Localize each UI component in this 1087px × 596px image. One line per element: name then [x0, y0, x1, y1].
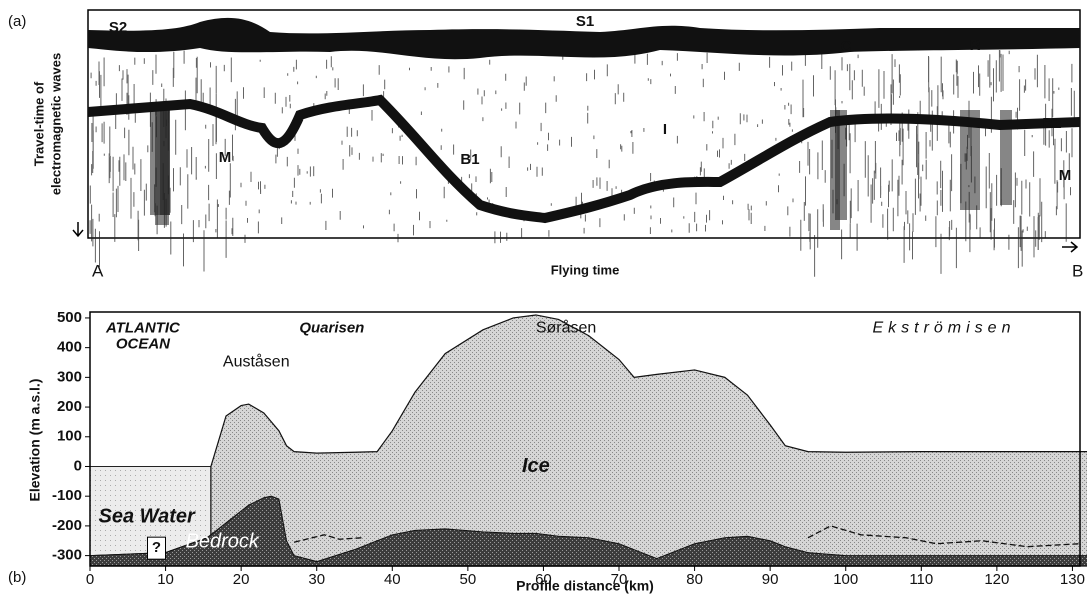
dashed-line	[293, 534, 363, 543]
x-tick-label: 20	[233, 571, 250, 588]
x-tick-label: 70	[611, 571, 628, 588]
y-tick-label: -300	[52, 547, 82, 564]
radar-streak	[160, 110, 170, 215]
radar-annotation: B1	[460, 151, 479, 168]
radar-streak	[835, 110, 847, 220]
flight-arrow	[1062, 241, 1079, 253]
region-label: Auståsen	[223, 353, 290, 371]
x-tick-label: 110	[909, 571, 933, 588]
profile-end: B	[1072, 261, 1083, 280]
question-box	[147, 536, 167, 560]
x-tick-label: 10	[157, 571, 174, 588]
region-label: ?	[152, 539, 161, 556]
y-tick-label: -100	[52, 487, 82, 504]
surface-reflector	[88, 17, 1080, 60]
y-tick-label: -200	[52, 517, 82, 534]
time-arrow	[72, 222, 84, 238]
y-axis-label: Travel-time of	[31, 81, 46, 166]
radar-noise	[89, 50, 1075, 277]
region-label: ATLANTIC	[105, 319, 181, 336]
y-tick-label: 0	[74, 457, 82, 474]
ice-area	[210, 314, 1087, 567]
bedrock-area	[89, 495, 1087, 567]
x-tick-label: 60	[535, 571, 552, 588]
y-tick-label: 400	[57, 339, 82, 356]
profile-start: A	[92, 261, 104, 280]
region-label: Ekströmisen	[872, 320, 1015, 337]
x-tick-label: 40	[384, 571, 401, 588]
x-tick-label: 120	[984, 571, 1009, 588]
y-tick-label: 200	[57, 398, 82, 415]
radar-annotation: M	[1059, 167, 1072, 184]
x-axis-label: Flying time	[551, 262, 620, 277]
x-tick-label: 30	[308, 571, 325, 588]
radar-annotation: B2	[1042, 115, 1061, 132]
area-label: Sea Water	[98, 505, 196, 527]
bed-reflector	[87, 94, 1081, 224]
x-tick-label: 90	[762, 571, 779, 588]
x-tick-label: 50	[460, 571, 477, 588]
y-axis-label: Elevation (m a.s.l.)	[27, 379, 43, 502]
plot-frame	[89, 311, 1081, 567]
radar-annotation: C	[841, 38, 852, 55]
y-tick-label: 100	[57, 428, 82, 445]
y-tick-label: 500	[57, 309, 82, 326]
radar-annotation: R	[970, 37, 981, 54]
x-tick-label: 0	[86, 571, 94, 588]
area-label: Ice	[522, 455, 550, 477]
x-tick-label: 130	[1060, 571, 1085, 588]
panel-label: (b)	[8, 569, 26, 586]
x-axis-label: Profile distance (km)	[516, 578, 654, 594]
dashed-line	[807, 525, 1081, 548]
radar-streak	[960, 110, 980, 210]
region-label: Quarisen	[299, 319, 364, 336]
y-axis-label: electromagnetic waves	[48, 53, 63, 195]
radar-annotation: I	[663, 121, 667, 138]
x-tick-label: 80	[686, 571, 703, 588]
region-label: OCEAN	[116, 336, 171, 353]
radar-annotation: M	[219, 149, 232, 166]
x-tick-label: 100	[833, 571, 858, 588]
radar-annotation: S1	[576, 13, 594, 30]
area-label: Bedrock	[186, 531, 260, 553]
radargram	[72, 9, 1081, 277]
radar-streak	[1000, 110, 1012, 205]
radar-annotation: S2	[109, 19, 127, 36]
y-tick-label: 300	[57, 368, 82, 385]
region-label: Søråsen	[536, 319, 596, 337]
panel-label: (a)	[8, 13, 26, 30]
